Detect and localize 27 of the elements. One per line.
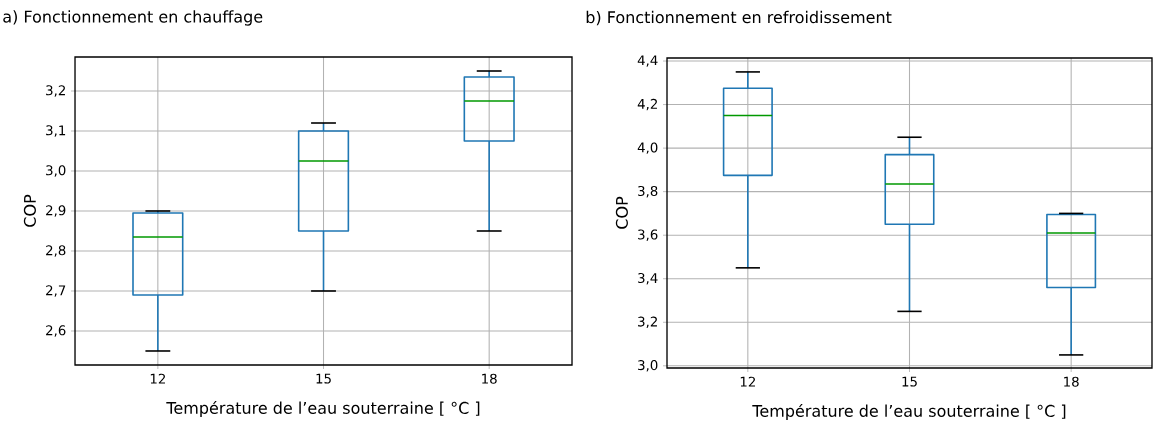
x-tick-label: 18 — [482, 373, 497, 384]
x-axis-title: Température de l’eau souterraine [ °C ] — [166, 400, 480, 418]
y-tick-label: 3,8 — [638, 185, 658, 198]
y-tick-label: 2,8 — [46, 245, 66, 257]
y-tick-label: 2,7 — [46, 285, 66, 297]
y-tick-label: 4,2 — [637, 98, 657, 111]
y-tick-label: 3,0 — [46, 165, 66, 177]
y-tick-label: 3,2 — [638, 316, 657, 328]
y-tick-label: 3,0 — [638, 360, 658, 372]
y-axis-title: COP — [615, 196, 628, 229]
x-tick-label: 18 — [1064, 376, 1079, 387]
x-tick-label: 15 — [316, 373, 331, 384]
x-tick-label: 12 — [150, 373, 165, 384]
y-tick-label: 4,0 — [637, 142, 658, 154]
x-tick-label: 15 — [902, 376, 917, 387]
y-tick-label: 3,6 — [638, 229, 658, 241]
chart-title: a) Fonctionnement en chauffage — [3, 10, 263, 26]
y-tick-label: 3,4 — [638, 272, 658, 285]
chart-title: b) Fonctionnement en refroidissement — [586, 10, 892, 26]
y-tick-label: 3,1 — [46, 125, 66, 137]
y-tick-label: 4,4 — [637, 55, 658, 67]
x-tick-label: 12 — [740, 376, 755, 387]
y-axis-title: COP — [23, 194, 36, 227]
x-axis-title: Température de l’eau souterraine [ °C ] — [752, 403, 1066, 421]
y-tick-label: 3,2 — [46, 85, 65, 97]
y-tick-label: 2,9 — [46, 205, 66, 217]
y-tick-label: 2,6 — [46, 325, 66, 337]
